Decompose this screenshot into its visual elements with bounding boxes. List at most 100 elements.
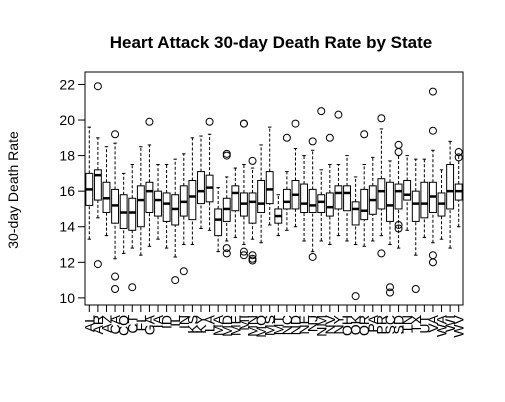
outlier bbox=[351, 292, 360, 301]
x-tick-label: WA bbox=[434, 314, 450, 337]
outlier bbox=[222, 151, 231, 160]
outlier bbox=[334, 110, 343, 119]
outlier bbox=[93, 260, 102, 269]
x-tick-label: ME bbox=[227, 315, 243, 336]
box bbox=[386, 181, 394, 222]
x-tick-label: ND bbox=[287, 315, 303, 335]
x-tick-label: MA bbox=[210, 314, 226, 336]
outlier bbox=[428, 126, 437, 135]
outlier bbox=[248, 256, 257, 265]
box bbox=[308, 188, 317, 214]
y-tick-label: 16 bbox=[59, 183, 75, 199]
x-tick-label: CO bbox=[116, 315, 132, 336]
x-tick-label: OH bbox=[339, 315, 355, 336]
x-tick-label: NE bbox=[296, 315, 312, 334]
box bbox=[257, 179, 266, 214]
box bbox=[403, 179, 412, 201]
outlier bbox=[394, 224, 403, 233]
box bbox=[136, 185, 145, 228]
x-tick-label: SC bbox=[382, 315, 398, 334]
x-tick-label: TN bbox=[399, 315, 415, 334]
x-tick-label: PR bbox=[373, 315, 389, 334]
x-tick-label: NC bbox=[279, 315, 295, 335]
outlier bbox=[308, 252, 317, 261]
x-tick-label: MS bbox=[262, 315, 278, 336]
box bbox=[377, 178, 386, 210]
x-tick-label: NY bbox=[330, 314, 346, 334]
chart-title: Heart Attack 30-day Death Rate by State bbox=[110, 33, 433, 52]
box bbox=[128, 197, 137, 231]
outlier bbox=[248, 251, 257, 260]
box bbox=[420, 181, 429, 219]
x-tick-label: MD bbox=[219, 315, 235, 337]
x-tick-label: MO bbox=[253, 315, 269, 338]
box bbox=[325, 192, 334, 217]
outlier bbox=[454, 148, 463, 157]
outlier bbox=[325, 133, 334, 142]
x-tick-label: UT bbox=[416, 315, 432, 334]
box bbox=[343, 185, 351, 212]
outlier bbox=[394, 148, 403, 157]
outlier bbox=[248, 156, 257, 165]
x-tick-label: OR bbox=[356, 315, 372, 336]
outlier bbox=[428, 87, 437, 96]
x-tick-label: TX bbox=[408, 314, 424, 333]
outlier bbox=[377, 249, 386, 258]
outlier bbox=[411, 284, 420, 293]
box bbox=[248, 192, 257, 224]
x-tick-label: NV bbox=[322, 314, 338, 334]
x-tick-label: ID bbox=[159, 315, 175, 329]
y-axis-label: 30-day Death Rate bbox=[5, 131, 21, 249]
box bbox=[300, 183, 309, 214]
box bbox=[93, 169, 102, 201]
plot-frame bbox=[84, 71, 464, 306]
outlier bbox=[291, 119, 300, 128]
outlier bbox=[128, 283, 137, 292]
outlier bbox=[394, 220, 403, 229]
x-tick-label: MI bbox=[236, 315, 252, 331]
box bbox=[145, 181, 154, 214]
outlier bbox=[454, 153, 463, 162]
box bbox=[197, 171, 205, 205]
x-tick-label: WI bbox=[442, 315, 458, 332]
box bbox=[351, 201, 360, 226]
x-tick-label: WV bbox=[451, 314, 467, 337]
x-tick-label: MT bbox=[270, 315, 286, 336]
x-tick-label: OK bbox=[348, 314, 364, 335]
outlier bbox=[222, 249, 231, 258]
box bbox=[265, 171, 274, 205]
box bbox=[214, 208, 223, 237]
x-tick-label: MN bbox=[245, 315, 261, 337]
outlier bbox=[428, 258, 437, 267]
box bbox=[162, 192, 171, 222]
outlier bbox=[308, 137, 317, 146]
y-tick-label: 20 bbox=[59, 112, 75, 128]
y-tick-label: 10 bbox=[59, 290, 75, 306]
box bbox=[446, 163, 455, 210]
outlier bbox=[145, 117, 154, 126]
outlier bbox=[360, 130, 369, 139]
outlier bbox=[239, 119, 248, 128]
x-tick-label: KY bbox=[193, 314, 209, 333]
outlier bbox=[171, 276, 180, 285]
box bbox=[334, 185, 343, 210]
x-tick-label: GA bbox=[141, 314, 157, 335]
outlier bbox=[111, 272, 120, 281]
box bbox=[188, 179, 197, 221]
outlier bbox=[377, 114, 386, 123]
x-tick-label: IA bbox=[150, 314, 166, 328]
outlier bbox=[111, 130, 120, 139]
y-tick-label: 18 bbox=[59, 148, 75, 164]
x-tick-label: NM bbox=[313, 315, 329, 337]
y-tick-label: 14 bbox=[59, 219, 75, 235]
box bbox=[282, 188, 291, 210]
outlier bbox=[205, 117, 214, 126]
box bbox=[317, 194, 326, 214]
outlier bbox=[317, 107, 326, 116]
outlier bbox=[93, 82, 102, 91]
x-tick-label: FL bbox=[133, 315, 149, 332]
x-tick-label: KS bbox=[184, 315, 200, 334]
box bbox=[360, 188, 369, 221]
box bbox=[154, 190, 162, 217]
x-tick-label: NJ bbox=[305, 315, 321, 332]
